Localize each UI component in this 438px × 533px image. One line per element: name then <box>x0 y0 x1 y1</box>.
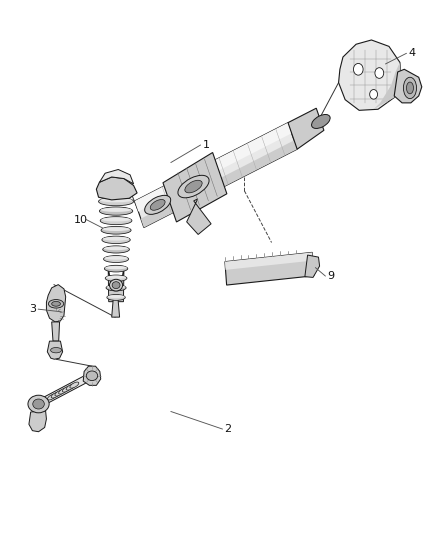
Ellipse shape <box>62 386 71 392</box>
Polygon shape <box>46 285 66 322</box>
Polygon shape <box>99 169 134 184</box>
Ellipse shape <box>100 198 132 203</box>
Ellipse shape <box>110 279 123 291</box>
Text: 2: 2 <box>224 424 231 434</box>
Polygon shape <box>141 140 297 228</box>
Polygon shape <box>339 40 401 110</box>
Ellipse shape <box>101 227 131 234</box>
Ellipse shape <box>55 390 64 396</box>
Ellipse shape <box>50 348 61 353</box>
Ellipse shape <box>86 371 98 381</box>
Polygon shape <box>112 296 120 317</box>
Ellipse shape <box>59 388 67 394</box>
Polygon shape <box>29 410 46 432</box>
Ellipse shape <box>33 399 44 409</box>
Text: 3: 3 <box>29 304 36 314</box>
Polygon shape <box>83 366 101 385</box>
Ellipse shape <box>108 295 124 298</box>
Ellipse shape <box>105 266 127 269</box>
Ellipse shape <box>104 247 128 250</box>
Ellipse shape <box>185 180 202 193</box>
Ellipse shape <box>106 276 126 279</box>
Polygon shape <box>135 123 297 228</box>
Ellipse shape <box>51 392 60 398</box>
Ellipse shape <box>66 384 75 390</box>
Ellipse shape <box>106 285 126 291</box>
Ellipse shape <box>353 63 363 75</box>
Polygon shape <box>43 376 87 404</box>
Ellipse shape <box>28 395 49 413</box>
Polygon shape <box>52 322 60 341</box>
Polygon shape <box>163 152 227 222</box>
Polygon shape <box>47 341 63 359</box>
Ellipse shape <box>99 207 133 215</box>
Ellipse shape <box>102 227 130 231</box>
Ellipse shape <box>105 256 127 260</box>
Polygon shape <box>225 253 313 270</box>
Ellipse shape <box>100 217 132 225</box>
Ellipse shape <box>102 246 130 253</box>
Polygon shape <box>305 255 320 277</box>
Ellipse shape <box>375 68 384 78</box>
Polygon shape <box>225 253 314 285</box>
Ellipse shape <box>370 90 378 99</box>
Text: 1: 1 <box>202 140 209 150</box>
Ellipse shape <box>102 236 130 244</box>
Text: 10: 10 <box>74 215 88 224</box>
Ellipse shape <box>104 265 128 272</box>
Ellipse shape <box>178 175 209 198</box>
Text: 9: 9 <box>327 271 334 281</box>
Polygon shape <box>108 266 124 302</box>
Polygon shape <box>288 108 324 149</box>
Polygon shape <box>135 123 292 212</box>
Polygon shape <box>394 69 422 103</box>
Ellipse shape <box>103 256 129 263</box>
Polygon shape <box>187 199 211 235</box>
Ellipse shape <box>403 77 417 99</box>
Ellipse shape <box>406 82 413 94</box>
Ellipse shape <box>47 394 57 400</box>
Ellipse shape <box>107 294 125 301</box>
Ellipse shape <box>311 115 330 128</box>
Text: 4: 4 <box>408 49 415 58</box>
Ellipse shape <box>150 199 165 210</box>
Polygon shape <box>96 177 137 200</box>
Ellipse shape <box>101 208 131 212</box>
Ellipse shape <box>112 281 120 289</box>
Ellipse shape <box>52 302 60 306</box>
Ellipse shape <box>99 197 134 206</box>
Ellipse shape <box>145 196 171 214</box>
Ellipse shape <box>107 285 125 288</box>
Ellipse shape <box>103 237 129 240</box>
Ellipse shape <box>102 217 131 222</box>
Ellipse shape <box>48 300 64 308</box>
Polygon shape <box>374 62 401 109</box>
Ellipse shape <box>105 275 127 281</box>
Ellipse shape <box>70 382 79 388</box>
